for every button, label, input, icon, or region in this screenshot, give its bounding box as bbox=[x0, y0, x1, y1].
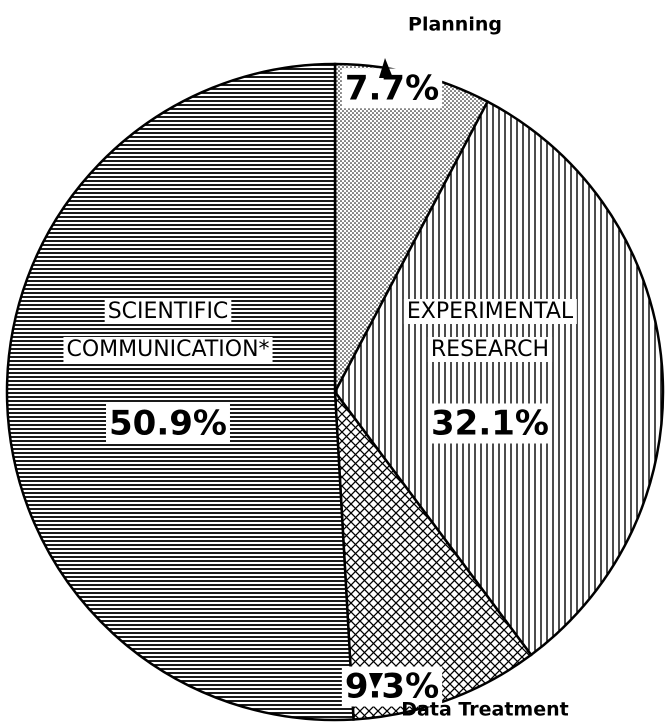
category-label: EXPERIMENTAL RESEARCH bbox=[407, 299, 574, 362]
label-bg bbox=[428, 403, 552, 444]
pie-slice bbox=[5, 62, 355, 722]
label-bg bbox=[427, 337, 553, 362]
value-label: 50.9% bbox=[109, 404, 227, 444]
label-bg bbox=[63, 337, 273, 362]
value-label: 7.7% bbox=[345, 69, 439, 109]
label-bg bbox=[341, 68, 443, 109]
label-bg bbox=[403, 299, 577, 324]
category-label: Data Treatment bbox=[401, 699, 568, 721]
label-arrow bbox=[379, 58, 393, 78]
value-label: 32.1% bbox=[431, 404, 549, 444]
label-arrow bbox=[369, 673, 383, 689]
category-label: Planning bbox=[408, 14, 502, 36]
value-label: 9.3% bbox=[345, 667, 439, 707]
pie-slice bbox=[333, 387, 533, 721]
category-label: SCIENTIFIC COMMUNICATION* bbox=[66, 299, 269, 362]
pie-slice bbox=[333, 99, 665, 657]
label-bg bbox=[341, 666, 443, 707]
label-bg bbox=[104, 299, 232, 324]
label-bg bbox=[106, 403, 230, 444]
